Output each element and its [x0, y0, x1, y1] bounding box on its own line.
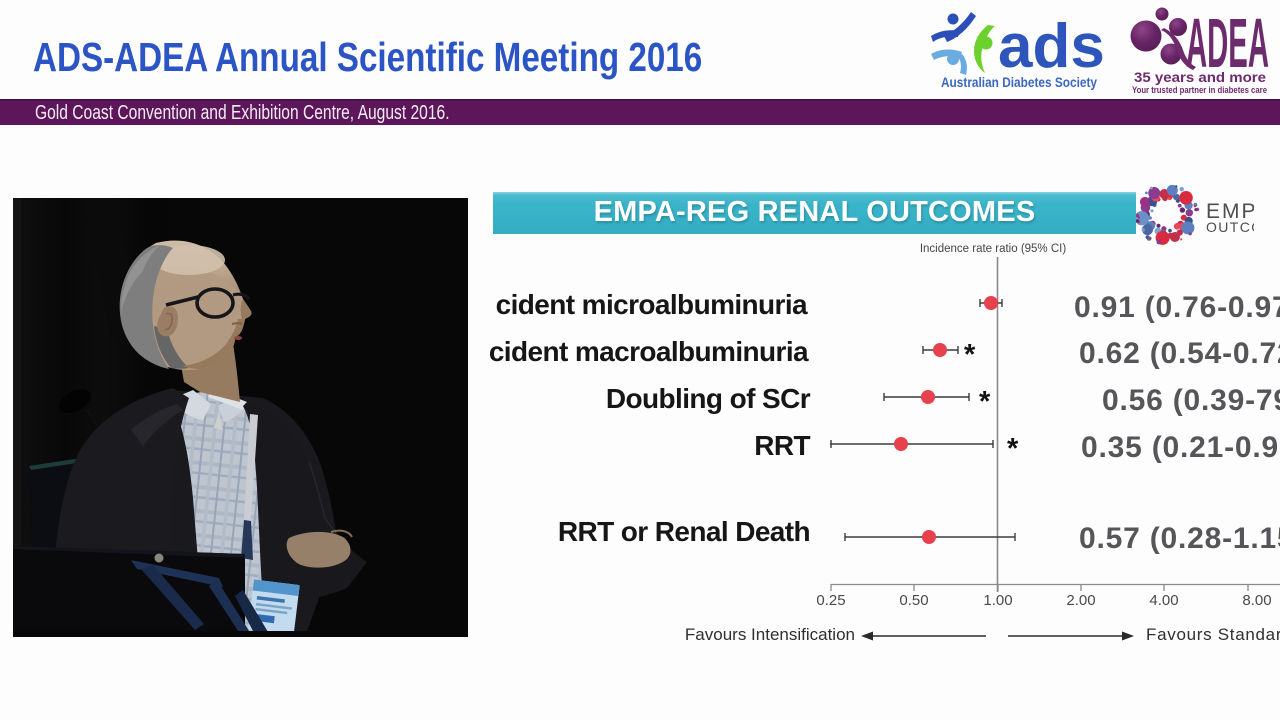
svg-text:ads: ads: [998, 12, 1105, 81]
svg-text:35 years and more: 35 years and more: [1134, 70, 1267, 85]
svg-text:EMPA-REG: EMPA-REG: [1206, 200, 1254, 223]
svg-text:ADEA: ADEA: [1186, 4, 1269, 82]
svg-text:Australian Diabetes Society: Australian Diabetes Society: [941, 75, 1097, 90]
svg-text:Your trusted partner in diabet: Your trusted partner in diabetes care: [1132, 85, 1267, 96]
svg-text:OUTCOME: OUTCOME: [1206, 219, 1254, 235]
